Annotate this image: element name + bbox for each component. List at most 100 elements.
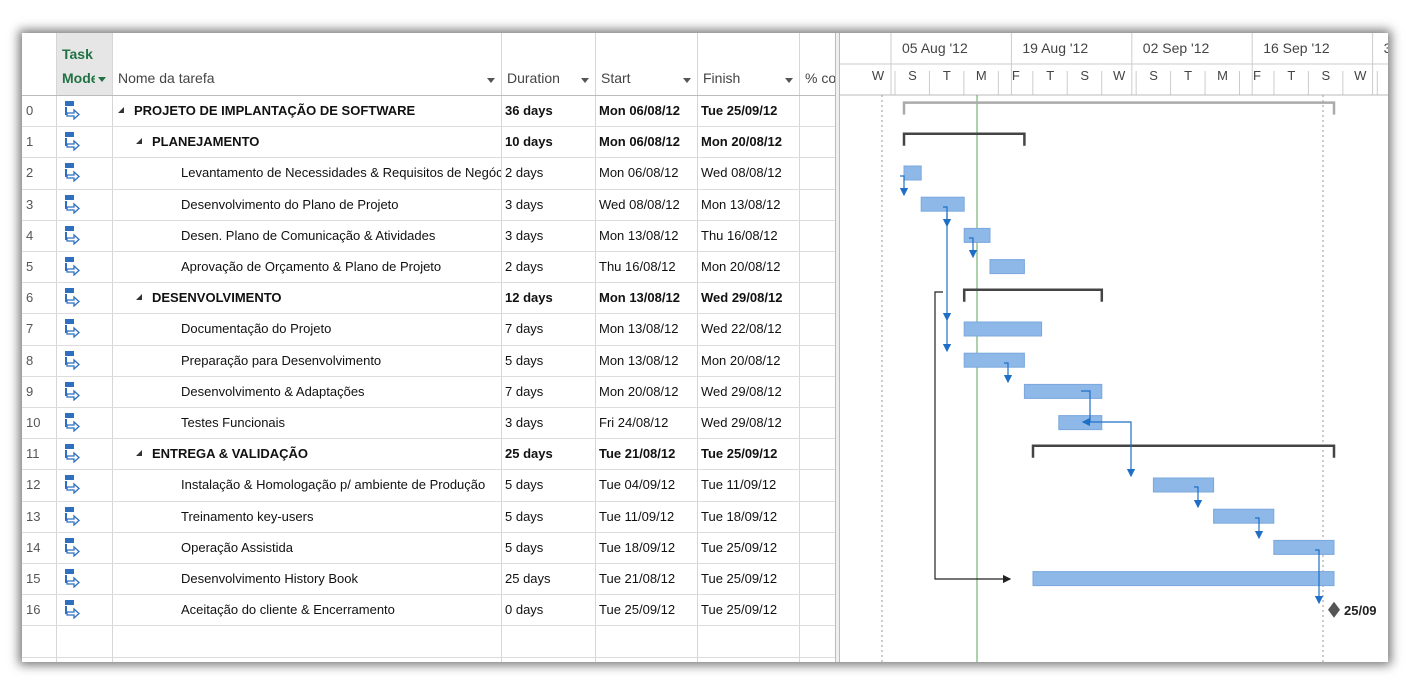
day-label: W bbox=[1354, 68, 1367, 83]
row-line bbox=[22, 251, 835, 252]
day-label: F bbox=[1253, 68, 1261, 83]
finish: Tue 25/09/12 bbox=[701, 602, 778, 618]
header-start[interactable]: Start bbox=[601, 70, 631, 86]
task-mode-icon bbox=[64, 100, 82, 121]
row-line bbox=[22, 407, 835, 408]
header-complete[interactable]: % co bbox=[805, 70, 835, 86]
task-links bbox=[899, 175, 1324, 605]
task-bar bbox=[1032, 571, 1335, 587]
row-line bbox=[22, 188, 835, 190]
week-label: 02 Sep '12 bbox=[1143, 40, 1210, 56]
icon bbox=[65, 163, 80, 183]
start: Mon 13/08/12 bbox=[599, 227, 679, 243]
project-window: Task Mode Nome da tarefa Duration Start … bbox=[22, 33, 1388, 662]
duration: 25 days bbox=[505, 571, 551, 586]
task-name: Aceitação do cliente & Encerramento bbox=[181, 602, 395, 618]
timescale: 05 Aug '12 19 Aug '12 02 Sep '12 16 Sep '12… bbox=[840, 33, 1388, 95]
header-task[interactable]: Task bbox=[62, 46, 93, 62]
task-name: Preparação para Desenvolvimento bbox=[181, 352, 382, 368]
header-duration[interactable]: Duration bbox=[507, 70, 560, 86]
row-line bbox=[22, 282, 835, 284]
task-name: Desenvolvimento do Plano de Projeto bbox=[181, 196, 399, 212]
milestone-label: 25/09 bbox=[1344, 603, 1377, 618]
duration: 5 days bbox=[505, 539, 544, 555]
day-label: M bbox=[976, 68, 987, 83]
icon bbox=[65, 319, 80, 339]
finish: Wed 29/08/12 bbox=[701, 290, 783, 306]
start: Mon 06/08/12 bbox=[599, 134, 680, 150]
duration: 5 days bbox=[505, 508, 544, 524]
row-line bbox=[22, 625, 835, 627]
icon bbox=[65, 413, 80, 433]
duration: 10 days bbox=[505, 134, 553, 150]
task-bar bbox=[1273, 539, 1335, 555]
finish: Wed 29/08/12 bbox=[701, 383, 782, 399]
header-mode[interactable]: Mode bbox=[62, 70, 95, 86]
finish: Wed 29/08/12 bbox=[701, 415, 782, 430]
task-name: DESENVOLVIMENTO bbox=[152, 290, 282, 306]
row-line bbox=[22, 375, 835, 377]
row-id: 7 bbox=[26, 321, 34, 337]
task-name: ENTREGA & VALIDAÇÃO bbox=[152, 446, 308, 462]
start: Thu 16/08/12 bbox=[599, 259, 676, 274]
row-id: 4 bbox=[26, 227, 34, 243]
row-line bbox=[22, 438, 835, 440]
start: Mon 13/08/12 bbox=[599, 321, 679, 337]
row-line bbox=[22, 563, 835, 564]
start: Fri 24/08/12 bbox=[599, 415, 669, 430]
duration: 25 days bbox=[505, 446, 553, 462]
day-label: T bbox=[1287, 68, 1295, 83]
finish: Mon 20/08/12 bbox=[701, 134, 782, 150]
duration: 12 days bbox=[505, 290, 553, 306]
task-bar bbox=[963, 321, 1043, 337]
duration: 5 days bbox=[505, 477, 544, 493]
task-bars: 25/09 bbox=[902, 101, 1377, 618]
start: Tue 18/09/12 bbox=[599, 539, 676, 555]
task-mode-icon bbox=[64, 506, 82, 527]
duration: 3 days bbox=[505, 415, 544, 430]
row-id: 0 bbox=[26, 103, 34, 118]
row-line bbox=[22, 500, 835, 502]
duration: 3 days bbox=[505, 227, 544, 243]
task-name: Levantamento de Necessidades & Requisito… bbox=[181, 165, 501, 181]
gantt-chart: 05 Aug '12 19 Aug '12 02 Sep '12 16 Sep '12… bbox=[840, 33, 1388, 662]
row-line bbox=[22, 594, 835, 596]
task-mode-icon bbox=[64, 443, 82, 464]
header-name[interactable]: Nome da tarefa bbox=[118, 70, 215, 86]
icon bbox=[65, 444, 80, 464]
start: Mon 13/08/12 bbox=[599, 290, 680, 306]
task-name: Desen. Plano de Comunicação & Atividades bbox=[181, 227, 436, 243]
icon bbox=[65, 569, 80, 589]
task-name: Desenvolvimento & Adaptações bbox=[181, 383, 365, 399]
row-id: 2 bbox=[26, 165, 34, 181]
day-label: F bbox=[1012, 68, 1020, 83]
icon bbox=[65, 257, 80, 277]
duration: 0 days bbox=[505, 602, 544, 618]
start: Tue 04/09/12 bbox=[599, 477, 676, 493]
icon bbox=[65, 225, 80, 246]
icon bbox=[65, 288, 80, 308]
row-id: 9 bbox=[26, 383, 34, 399]
row-id: 13 bbox=[26, 508, 41, 524]
row-id: 14 bbox=[26, 539, 41, 555]
day-label: W bbox=[1113, 68, 1126, 83]
start: Tue 25/09/12 bbox=[599, 602, 676, 618]
task-mode-icon bbox=[64, 537, 82, 558]
start: Tue 21/08/12 bbox=[599, 571, 676, 586]
summary-bar bbox=[902, 132, 1026, 146]
finish: Thu 16/08/12 bbox=[701, 227, 778, 243]
icon bbox=[65, 132, 80, 152]
task-mode-icon bbox=[64, 162, 82, 183]
start: Tue 11/09/12 bbox=[599, 508, 675, 524]
start: Mon 06/08/12 bbox=[599, 165, 679, 181]
task-mode-icon bbox=[64, 318, 82, 339]
icon bbox=[65, 101, 80, 121]
task-name: Testes Funcionais bbox=[181, 415, 286, 430]
header-finish[interactable]: Finish bbox=[703, 70, 741, 86]
start: Mon 06/08/12 bbox=[599, 103, 680, 118]
task-bar bbox=[963, 227, 991, 243]
task-mode-icon bbox=[64, 412, 82, 433]
summary-bar bbox=[962, 288, 1104, 302]
day-label: T bbox=[943, 68, 951, 83]
